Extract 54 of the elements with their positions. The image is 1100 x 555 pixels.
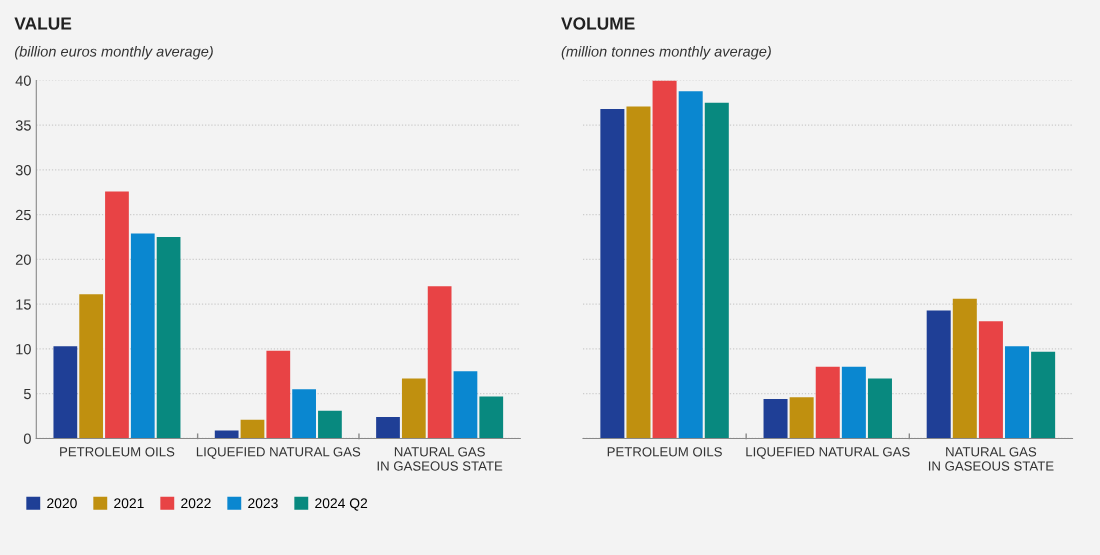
bar (105, 191, 129, 439)
bar (841, 366, 866, 439)
x-tick-label: PETROLEUM OILS (607, 447, 722, 457)
bar (453, 371, 478, 439)
y-tick-label: 35 (15, 120, 31, 131)
bar (266, 350, 291, 439)
bar (130, 233, 155, 439)
chart-title: VALUE (14, 17, 72, 30)
bar (978, 321, 1003, 439)
bar (53, 346, 78, 439)
y-tick-label: 30 (15, 165, 31, 176)
bar (926, 310, 951, 439)
bar (1005, 346, 1030, 439)
legend-label: 2023 (248, 498, 278, 509)
bar (427, 286, 452, 439)
bar (376, 416, 400, 439)
chart-subtitle: (billion euros monthly average) (14, 45, 213, 60)
bar (318, 410, 342, 439)
x-tick-label: NATURAL GAS IN GASEOUS STATE (928, 447, 1054, 471)
bar (479, 396, 504, 439)
bar (652, 80, 677, 439)
bar (1031, 351, 1056, 439)
y-tick-label: 20 (15, 254, 31, 265)
bar (704, 102, 729, 439)
legend-label: 2022 (181, 498, 211, 509)
bar (789, 397, 814, 439)
x-tick-label: PETROLEUM OILS (60, 447, 175, 457)
x-tick-label: LIQUEFIED NATURAL GAS (196, 447, 361, 459)
y-tick-label: 0 (23, 433, 31, 444)
x-tick-label: LIQUEFIED NATURAL GAS (746, 447, 910, 459)
bar (867, 378, 892, 439)
y-tick-label: 40 (15, 75, 31, 86)
legend-label: 2020 (47, 498, 77, 509)
chart-subtitle: (million tonnes monthly average) (561, 45, 771, 60)
bar (600, 109, 625, 439)
y-tick-label: 15 (16, 299, 31, 310)
bar (815, 366, 840, 439)
chart-title: VOLUME (561, 17, 635, 30)
y-tick-label: 10 (16, 344, 31, 355)
bar (214, 430, 239, 439)
bar (763, 399, 788, 439)
y-tick-label: 25 (15, 209, 31, 221)
bar (678, 91, 703, 439)
bar (626, 106, 651, 439)
bar (292, 389, 316, 439)
x-tick-label: NATURAL GAS IN GASEOUS STATE (377, 447, 503, 471)
legend-label: 2021 (114, 498, 144, 509)
bar (79, 294, 104, 439)
bar (156, 237, 181, 439)
y-tick-label: 5 (23, 388, 31, 400)
legend-label: 2024 Q2 (315, 498, 368, 511)
bar (952, 298, 977, 439)
bar (401, 378, 426, 439)
bar (240, 419, 265, 439)
